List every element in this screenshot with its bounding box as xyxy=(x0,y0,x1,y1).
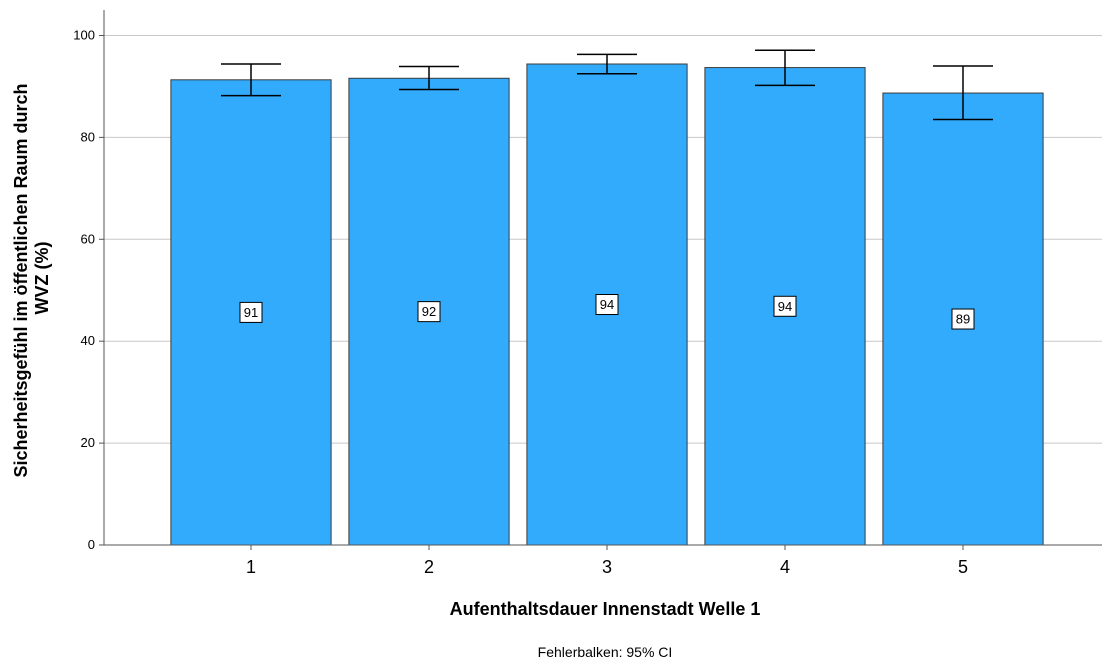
y-axis-title-line-2: WVZ (%) xyxy=(32,242,52,315)
y-tick-label: 80 xyxy=(81,129,95,144)
error-bars xyxy=(221,49,993,121)
y-axis-title-line-1: Sicherheitsgefühl im öffentlichen Raum d… xyxy=(11,83,31,477)
error-bar-3 xyxy=(577,53,637,75)
svg-text:92: 92 xyxy=(422,304,436,319)
data-label-3: 94 xyxy=(595,294,619,316)
y-axis-ticks: 0 20 40 60 80 100 xyxy=(73,27,104,552)
y-tick-label: 40 xyxy=(81,333,95,348)
data-label-1: 91 xyxy=(239,301,263,323)
error-bar-5 xyxy=(933,65,993,121)
x-tick-label: 5 xyxy=(958,557,968,577)
y-tick-label: 0 xyxy=(88,537,95,552)
svg-text:94: 94 xyxy=(600,297,614,312)
data-labels: 91 92 94 94 89 xyxy=(239,294,975,330)
svg-text:89: 89 xyxy=(956,312,970,327)
y-axis-title: Sicherheitsgefühl im öffentlichen Raum d… xyxy=(11,78,52,477)
x-tick-label: 2 xyxy=(424,557,434,577)
y-tick-label: 60 xyxy=(81,231,95,246)
x-tick-label: 1 xyxy=(246,557,256,577)
error-bar-1 xyxy=(221,63,281,97)
error-bar-2 xyxy=(399,65,459,91)
y-tick-label: 100 xyxy=(73,27,95,42)
svg-text:91: 91 xyxy=(244,305,258,320)
data-label-2: 92 xyxy=(417,301,441,323)
error-bar-footnote: Fehlerbalken: 95% CI xyxy=(538,644,673,659)
error-bar-4 xyxy=(755,49,815,87)
svg-text:94: 94 xyxy=(778,299,792,314)
x-axis-ticks: 1 2 3 4 5 xyxy=(246,545,968,577)
x-tick-label: 3 xyxy=(602,557,612,577)
x-tick-label: 4 xyxy=(780,557,790,577)
data-label-5: 89 xyxy=(951,308,975,330)
x-axis-title: Aufenthaltsdauer Innenstadt Welle 1 xyxy=(450,599,761,619)
y-tick-label: 20 xyxy=(81,435,95,450)
data-label-4: 94 xyxy=(773,295,797,317)
